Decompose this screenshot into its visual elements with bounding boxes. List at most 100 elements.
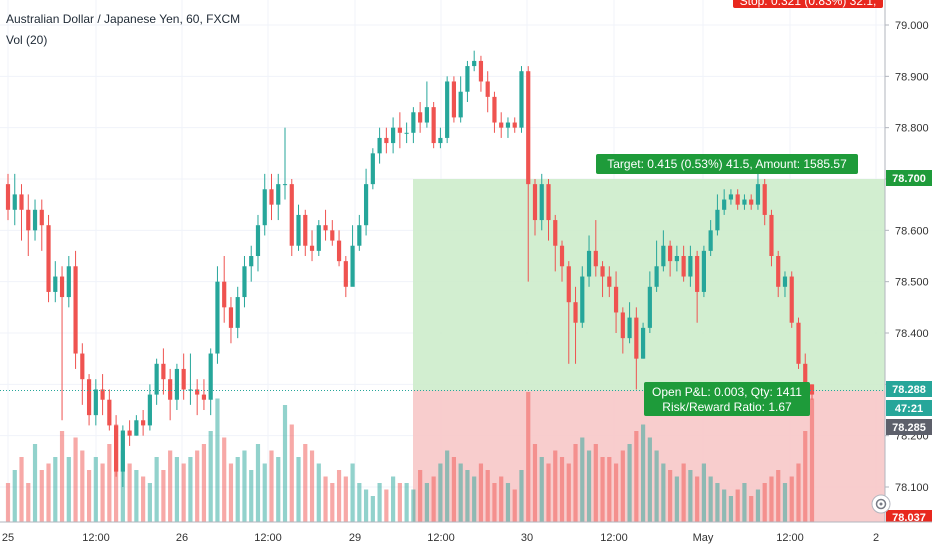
candle-body: [776, 256, 781, 287]
volume-bar: [674, 476, 679, 522]
candle-body: [127, 430, 132, 436]
stop-label[interactable]: Stop: 0.321 (0.83%) 32.1,: [733, 0, 883, 8]
candle-body: [742, 199, 747, 205]
time-tick-label: 12:00: [427, 532, 455, 544]
candle-body: [316, 225, 321, 251]
settings-icon[interactable]: [871, 494, 891, 514]
target-label-text: Target: 0.415 (0.53%) 41.5, Amount: 1585…: [607, 157, 847, 171]
candle-body: [188, 389, 193, 391]
candle-body: [559, 245, 565, 267]
volume-bar: [539, 457, 544, 522]
candle-body: [600, 266, 605, 277]
symbol-title[interactable]: Australian Dollar / Japanese Yen, 60, FX…: [6, 12, 241, 26]
candle-body: [674, 256, 679, 262]
candle-body: [215, 281, 220, 354]
volume-bar: [323, 476, 328, 522]
volume-bar: [262, 463, 267, 522]
volume-bar: [701, 463, 706, 522]
candle-body: [749, 199, 754, 205]
volume-bar: [107, 444, 112, 522]
volume-bar: [478, 463, 484, 522]
candle-body: [384, 137, 389, 144]
volume-bar: [235, 457, 240, 522]
candle-body: [80, 353, 85, 380]
candle-body: [161, 363, 166, 380]
candle-body: [539, 184, 544, 221]
price-axis[interactable]: 79.000 78.900 78.800 78.700 78.600 78.500 78.4…: [871, 0, 932, 524]
time-axis[interactable]: 25 12:00 26 12:00 29 12:00 30 12:00 May 12:00 2: [0, 521, 932, 550]
candle-body: [620, 312, 625, 339]
volume-bar: [127, 463, 132, 522]
candle-body: [114, 425, 119, 472]
volume-bar: [100, 463, 105, 522]
candle-body: [309, 245, 315, 251]
volume-indicator-label[interactable]: Vol (20): [6, 33, 48, 47]
chart-legend: Australian Dollar / Japanese Yen, 60, FX…: [6, 9, 240, 51]
candle-body: [526, 71, 531, 185]
volume-bar: [573, 444, 578, 522]
profit-zone[interactable]: [413, 179, 885, 391]
pnl-box[interactable]: Open P&L: 0.003, Qty: 1411 Risk/Reward R…: [644, 382, 810, 416]
stop-label-text: Stop: 0.321 (0.83%) 32.1,: [740, 0, 877, 8]
candle-body: [377, 137, 382, 154]
volume-bar: [411, 489, 416, 522]
candle-body: [370, 153, 375, 185]
candle-body: [451, 81, 457, 118]
volume-bar: [499, 476, 504, 522]
price-tick-label: 78.800: [895, 123, 929, 135]
target-label[interactable]: Target: 0.415 (0.53%) 41.5, Amount: 1585…: [596, 154, 858, 174]
candle-body: [668, 245, 673, 262]
price-tick-label: 78.400: [895, 328, 929, 340]
svg-text:78.288: 78.288: [892, 384, 926, 396]
last-price-badge: 78.288: [886, 381, 932, 397]
svg-text:78.285: 78.285: [892, 422, 926, 434]
volume-bar: [134, 470, 139, 522]
candle-body: [276, 184, 281, 205]
volume-bar: [242, 450, 247, 522]
volume-bar: [19, 457, 24, 522]
candle-body: [640, 327, 646, 359]
volume-bar: [201, 444, 207, 522]
candle-body: [580, 276, 585, 323]
price-tick-label: 78.900: [895, 71, 929, 83]
volume-bar: [66, 457, 71, 522]
volume-bar: [93, 457, 98, 522]
volume-bar: [363, 489, 369, 522]
candle-body: [546, 184, 551, 221]
candlesticks: [5, 50, 815, 487]
volume-bar: [445, 450, 450, 522]
candle-body: [722, 199, 727, 210]
volume-bar: [181, 463, 186, 522]
volume-bar: [215, 398, 220, 522]
volume-bar: [735, 489, 740, 522]
candle-body: [39, 209, 44, 226]
volume-bar: [728, 496, 734, 522]
candle-body: [708, 230, 713, 251]
candle-body: [120, 430, 125, 472]
candle-body: [593, 250, 598, 267]
svg-text:78.037: 78.037: [892, 512, 926, 524]
volume-bar: [438, 463, 443, 522]
candle-body: [330, 230, 335, 241]
bottom-level-badge: 78.037: [886, 510, 932, 524]
volume-bar: [613, 463, 619, 522]
candle-body: [532, 184, 538, 221]
volume-bar: [708, 476, 713, 522]
volume-bar: [634, 431, 639, 522]
volume-bar: [249, 470, 254, 522]
candle-body: [789, 276, 794, 323]
candle-body: [66, 266, 71, 298]
volume-bar: [749, 496, 754, 522]
volume-bar: [309, 450, 315, 522]
candle-body: [465, 66, 470, 92]
candle-body: [242, 266, 247, 298]
volume-bar: [174, 457, 180, 522]
time-tick-label: 25: [2, 532, 14, 544]
svg-text:78.700: 78.700: [892, 173, 926, 185]
candle-body: [728, 194, 734, 200]
time-tick-label: 26: [176, 532, 188, 544]
candle-body: [86, 379, 92, 416]
svg-text:47:21: 47:21: [895, 403, 923, 415]
candle-body: [19, 194, 24, 210]
